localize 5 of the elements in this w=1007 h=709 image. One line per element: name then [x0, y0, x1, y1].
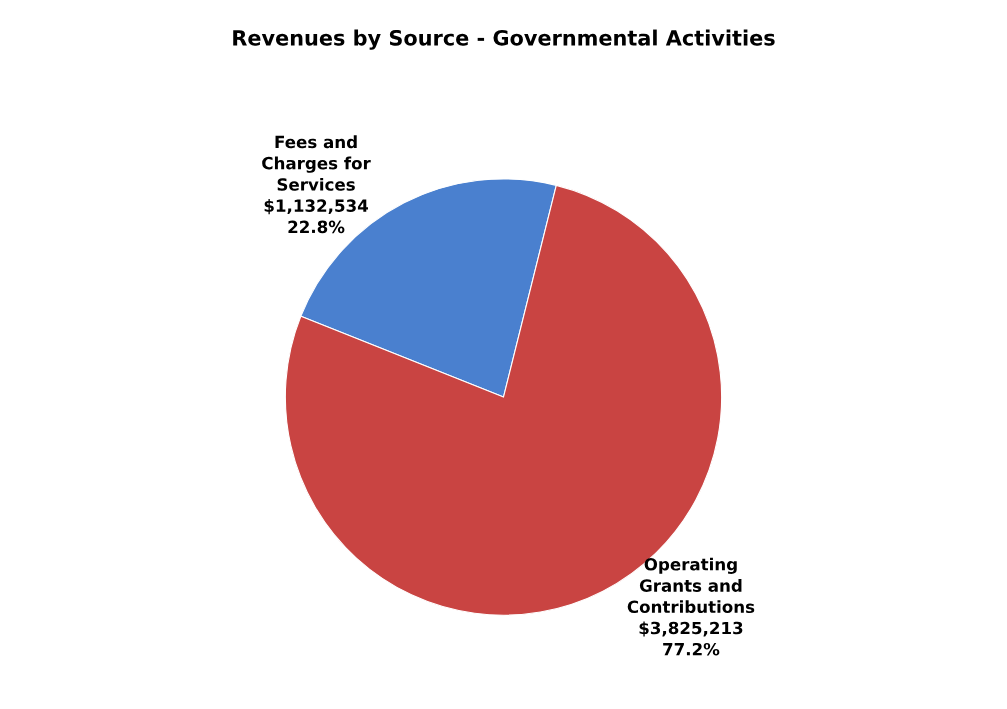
data-label: $1,132,534 22.8% — [264, 199, 369, 234]
slice-label: Fees and Charges for Services — [262, 135, 371, 191]
slice-label: Operating Grants and Contributions — [627, 557, 755, 614]
data-label: $3,825,213 77.2% — [639, 621, 743, 656]
chart-title: Revenues by Source - Governmental Activities — [233, 29, 775, 50]
